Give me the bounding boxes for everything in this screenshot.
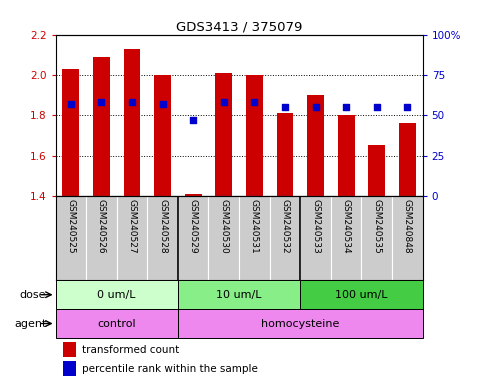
Text: transformed count: transformed count	[82, 345, 179, 355]
Point	[67, 101, 75, 107]
Bar	[86, 196, 117, 280]
Text: GSM240534: GSM240534	[341, 199, 351, 254]
Bar	[300, 196, 331, 280]
Bar	[307, 95, 324, 196]
Bar	[62, 69, 79, 196]
Point	[189, 117, 197, 123]
Point	[312, 104, 319, 110]
Bar	[147, 196, 178, 280]
Bar	[270, 196, 300, 280]
Text: 0 um/L: 0 um/L	[98, 290, 136, 300]
Bar	[63, 342, 76, 357]
Bar	[63, 361, 76, 376]
Bar	[215, 73, 232, 196]
Bar	[56, 280, 178, 309]
Text: 100 um/L: 100 um/L	[335, 290, 388, 300]
Point	[373, 104, 381, 110]
Text: control: control	[98, 318, 136, 329]
Bar	[331, 196, 361, 280]
Text: GSM240528: GSM240528	[158, 199, 167, 254]
Point	[403, 104, 411, 110]
Text: GSM240526: GSM240526	[97, 199, 106, 254]
Bar	[56, 196, 86, 280]
Bar	[56, 309, 178, 338]
Bar	[93, 57, 110, 196]
Text: GSM240533: GSM240533	[311, 199, 320, 254]
Point	[159, 101, 167, 107]
Text: dose: dose	[20, 290, 46, 300]
Bar	[124, 49, 141, 196]
Text: GSM240530: GSM240530	[219, 199, 228, 254]
Bar	[361, 196, 392, 280]
Bar	[209, 196, 239, 280]
Bar	[369, 146, 385, 196]
Text: GSM240532: GSM240532	[281, 199, 289, 254]
Point	[128, 99, 136, 105]
Text: agent: agent	[14, 318, 46, 329]
Text: GSM240848: GSM240848	[403, 199, 412, 254]
Bar	[178, 196, 209, 280]
Bar	[185, 194, 201, 196]
Point	[342, 104, 350, 110]
Text: GSM240525: GSM240525	[66, 199, 75, 254]
Bar	[399, 123, 416, 196]
Text: GSM240529: GSM240529	[189, 199, 198, 254]
Text: 10 um/L: 10 um/L	[216, 290, 262, 300]
Bar	[246, 75, 263, 196]
Bar	[117, 196, 147, 280]
Point	[220, 99, 227, 105]
Bar	[154, 75, 171, 196]
Bar	[300, 280, 423, 309]
Text: homocysteine: homocysteine	[261, 318, 340, 329]
Point	[251, 99, 258, 105]
Text: GSM240527: GSM240527	[128, 199, 137, 254]
Bar	[392, 196, 423, 280]
Bar	[277, 113, 293, 196]
Bar	[178, 309, 423, 338]
Text: GSM240535: GSM240535	[372, 199, 381, 254]
Title: GDS3413 / 375079: GDS3413 / 375079	[176, 20, 302, 33]
Text: GSM240531: GSM240531	[250, 199, 259, 254]
Bar	[178, 280, 300, 309]
Bar	[338, 115, 355, 196]
Text: percentile rank within the sample: percentile rank within the sample	[82, 364, 258, 374]
Bar	[239, 196, 270, 280]
Point	[98, 99, 105, 105]
Point	[281, 104, 289, 110]
